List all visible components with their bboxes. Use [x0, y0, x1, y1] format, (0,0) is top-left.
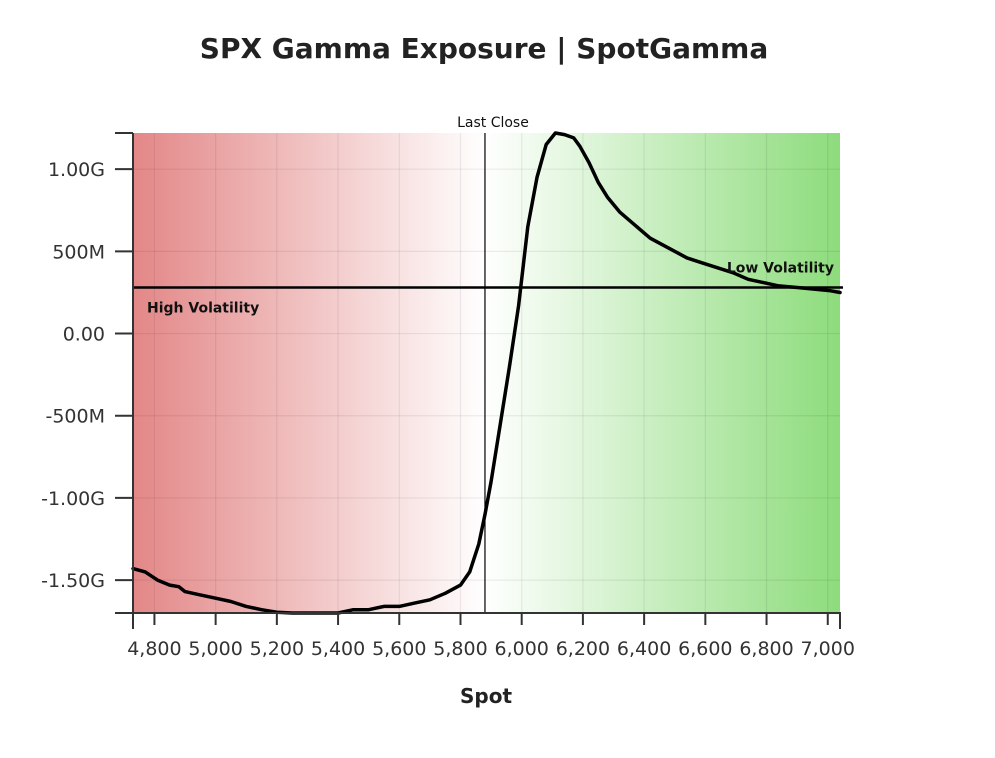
y-tick-label-4: -1.00G [41, 488, 105, 510]
reference-lines: Last Close [133, 115, 843, 613]
y-tick-label-2: 0.00 [63, 324, 105, 346]
gamma-exposure-line-0 [131, 131, 842, 615]
y-tick-label-1: 500M [52, 241, 105, 263]
series-layer [131, 131, 842, 615]
x-tick-label-9: 6,600 [678, 638, 732, 660]
plot-area-gradient [133, 133, 840, 613]
annotations: High Volatility Low Volatility [147, 261, 834, 317]
low-volatility-label: Low Volatility [727, 261, 834, 277]
axes: 1.00G 500M 0.00 -500M -1.00G -1.50G 4,800 5,000… [41, 132, 855, 660]
x-tick-label-10: 6,800 [739, 638, 793, 660]
x-axis-title: Spot [460, 684, 512, 708]
x-tick-label-2: 5,200 [250, 638, 304, 660]
x-tick-label-7: 6,200 [556, 638, 610, 660]
x-tick-label-5: 5,800 [433, 638, 487, 660]
x-tick-label-3: 5,400 [311, 638, 365, 660]
plot-background [133, 133, 840, 613]
x-tick-label-6: 6,000 [494, 638, 548, 660]
x-tick-label-0: 4,800 [127, 638, 181, 660]
x-tick-label-11: 7,000 [801, 638, 855, 660]
last-close-label: Last Close [457, 115, 529, 131]
x-tick-label-1: 5,000 [188, 638, 242, 660]
y-tick-label-5: -1.50G [41, 570, 105, 592]
y-tick-label-0: 1.00G [48, 159, 105, 181]
x-tick-label-8: 6,400 [617, 638, 671, 660]
chart-title: SPX Gamma Exposure | SpotGamma [200, 32, 768, 65]
y-tick-label-3: -500M [45, 406, 105, 428]
x-tick-label-4: 5,600 [372, 638, 426, 660]
high-volatility-label: High Volatility [147, 301, 259, 317]
